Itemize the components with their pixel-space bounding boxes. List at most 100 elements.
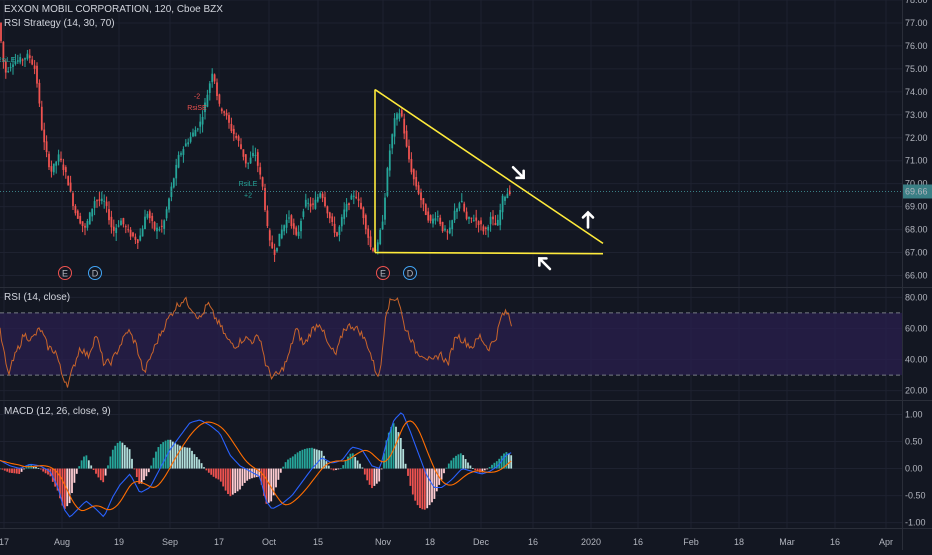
price-candle (355, 196, 358, 199)
price-candle (405, 130, 408, 147)
macd-histogram-bar (318, 450, 321, 469)
macd-histogram-bar (87, 460, 90, 469)
price-candle (247, 162, 250, 164)
macd-tick-label: 0.00 (905, 464, 923, 474)
macd-histogram-bar (219, 468, 222, 482)
price-candle (400, 110, 403, 117)
macd-histogram-bar (85, 455, 88, 469)
macd-histogram-bar (207, 468, 210, 473)
macd-histogram-bar (42, 468, 45, 472)
price-candle (31, 59, 34, 65)
price-candle (276, 247, 278, 252)
price-candle (256, 152, 259, 166)
macd-histogram-bar (390, 426, 393, 469)
macd-histogram-bar (135, 468, 138, 478)
macd-line (0, 412, 512, 518)
macd-histogram-bar (303, 448, 306, 469)
macd-histogram-bar (495, 461, 498, 469)
price-candle (384, 197, 386, 220)
macd-histogram-bar (361, 467, 364, 469)
arrow-annotation (511, 165, 525, 180)
macd-histogram-bar (35, 466, 37, 469)
price-candle (141, 228, 144, 237)
price-candle (475, 217, 478, 221)
macd-histogram-bar (195, 457, 198, 469)
strategy-marker: RsiLE (0, 57, 16, 64)
macd-histogram-bar (299, 450, 301, 469)
macd-histogram-bar (349, 453, 352, 469)
macd-histogram-bar (95, 468, 97, 474)
price-candle (177, 154, 180, 168)
macd-histogram-bar (332, 468, 335, 471)
macd-histogram-bar (452, 457, 455, 469)
price-candle (117, 225, 120, 227)
macd-histogram-bar (402, 449, 405, 469)
macd-histogram-bar (104, 468, 107, 476)
price-candle (93, 201, 96, 208)
price-candle (295, 227, 298, 235)
macd-histogram-bar (445, 467, 448, 469)
price-candle (271, 242, 274, 249)
price-candle (465, 211, 468, 219)
price-candle (110, 216, 113, 228)
price-candle (14, 61, 17, 65)
macd-tick-label: 1.00 (905, 410, 923, 420)
event-dividend-circle (88, 266, 102, 280)
macd-histogram-bar (239, 468, 241, 490)
price-candle (4, 61, 7, 73)
macd-histogram-bar (260, 468, 263, 485)
price-candle (357, 198, 360, 201)
last-price-tag (903, 184, 932, 199)
price-candle (268, 230, 271, 241)
rsi-tick-label: 80.00 (905, 292, 928, 302)
price-tick-label: 68.00 (905, 225, 928, 235)
price-candle (261, 177, 264, 187)
macd-histogram-bar (224, 468, 227, 491)
macd-histogram-bar (510, 455, 513, 469)
price-candle (319, 193, 322, 198)
price-candle (504, 196, 506, 201)
price-candle (91, 208, 94, 217)
price-candle (148, 211, 151, 219)
macd-histogram-bar (378, 468, 381, 482)
price-candle (103, 200, 106, 202)
price-candle (432, 218, 434, 224)
macd-histogram-bar (431, 468, 433, 503)
price-candle (314, 199, 317, 209)
macd-histogram-bar (493, 462, 496, 469)
macd-histogram-bar (227, 468, 229, 495)
macd-histogram-bar (383, 453, 385, 469)
event-earnings-label: E (62, 269, 68, 279)
rsi-tick-label: 20.00 (905, 386, 928, 396)
price-candle (168, 198, 170, 210)
price-candle (458, 203, 461, 209)
x-tick-label: Apr (879, 537, 893, 547)
price-candle (391, 134, 394, 149)
macd-histogram-bar (414, 468, 417, 501)
macd-histogram-bar (92, 468, 95, 470)
macd-histogram-bar (39, 468, 42, 470)
price-candle (192, 132, 194, 137)
macd-histogram-bar (443, 468, 445, 474)
price-candle (201, 116, 204, 125)
macd-histogram-bar (23, 468, 25, 470)
macd-histogram-bar (416, 468, 419, 506)
macd-histogram-bar (426, 468, 429, 509)
price-candle (393, 118, 396, 137)
macd-histogram-bar (335, 468, 337, 471)
price-tick-label: 70.00 (905, 179, 928, 189)
signal-line (0, 420, 512, 512)
arrow-shape (538, 257, 552, 271)
strategy-marker: RsiSE (187, 105, 207, 112)
price-candle (105, 201, 108, 206)
macd-histogram-bar (248, 468, 251, 480)
macd-histogram-bar (421, 468, 424, 510)
macd-histogram-bar (61, 468, 64, 506)
macd-histogram-bar (176, 444, 179, 469)
macd-histogram-bar (462, 455, 465, 469)
price-tick-label: 67.00 (905, 248, 928, 258)
price-candle (321, 193, 324, 199)
macd-histogram-bar (289, 457, 292, 469)
